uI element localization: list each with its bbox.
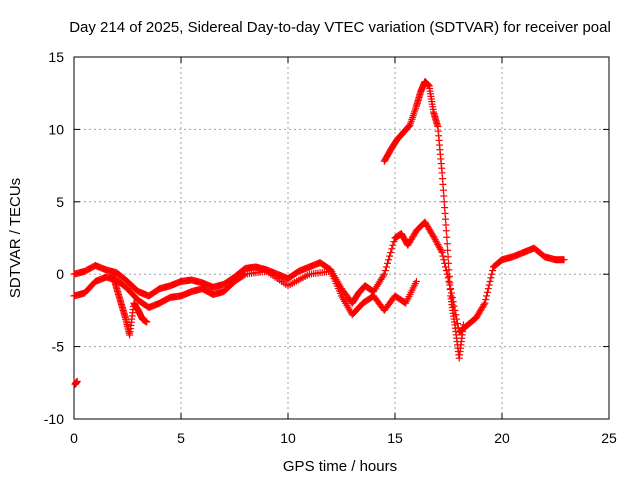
data-point-main <box>429 231 437 239</box>
data-point-main <box>484 285 492 293</box>
data-point-upper-arc <box>442 227 450 235</box>
data-point-main <box>438 248 446 256</box>
data-point-main <box>448 293 456 301</box>
data-point-upper-arc <box>446 279 454 287</box>
data-point-main <box>439 252 447 260</box>
data-point-main <box>488 270 496 278</box>
data-point-main <box>433 239 441 247</box>
y-tick-label: 5 <box>56 194 64 210</box>
data-point-main <box>440 256 448 264</box>
data-point-main <box>390 238 398 246</box>
y-tick-label: 10 <box>48 121 64 137</box>
y-tick-label: 0 <box>56 266 64 282</box>
data-point-main <box>432 237 440 245</box>
data-point-main <box>482 296 490 304</box>
tick-labels: 0 5 10 15 20 25 -10 -5 0 5 10 15 <box>44 49 617 446</box>
x-tick-label: 10 <box>280 430 296 446</box>
data-point-upper-arc <box>443 240 451 248</box>
data-point-lower-band <box>240 271 248 279</box>
data-point-upper-arc <box>445 259 452 267</box>
data-point-main <box>381 267 389 275</box>
data-point-main <box>483 288 491 296</box>
data-point-main <box>384 259 392 267</box>
x-tick-label: 15 <box>387 430 403 446</box>
data-point-upper-arc <box>445 272 453 280</box>
data-point-main <box>437 247 445 255</box>
x-tick-label: 20 <box>494 430 510 446</box>
y-tick-label: -10 <box>44 411 64 427</box>
data-point-main <box>481 299 489 307</box>
data-point-upper-arc <box>444 253 452 261</box>
data-point-isolated <box>73 377 81 385</box>
data-point-upper-arc <box>459 321 467 329</box>
data-point-main <box>380 270 388 278</box>
data-point-main <box>434 241 442 249</box>
data-point-main <box>387 248 395 256</box>
data-point-main <box>430 234 438 242</box>
plot-frame <box>73 56 610 420</box>
data-point-main <box>486 277 494 285</box>
data-point-upper-arc <box>446 285 454 293</box>
data-point-main <box>435 242 443 250</box>
data-point-main <box>480 301 488 309</box>
data-point-upper-arc <box>444 246 452 254</box>
tick-marks <box>73 56 610 420</box>
grid-lines <box>74 57 609 419</box>
x-tick-label: 0 <box>70 430 78 446</box>
data-point-main <box>560 256 568 264</box>
data-point-main <box>386 252 394 260</box>
data-point-upper-arc <box>445 266 453 274</box>
data-point-main <box>385 256 393 264</box>
data-points <box>70 78 568 388</box>
data-point-main <box>487 274 495 282</box>
x-axis-title: GPS time / hours <box>283 458 397 475</box>
data-point-lower-band <box>412 277 420 285</box>
data-point-main <box>485 281 493 289</box>
chart-title: Day 214 of 2025, Sidereal Day-to-day VTE… <box>69 19 611 36</box>
data-point-main <box>382 263 390 271</box>
x-tick-label: 5 <box>177 430 185 446</box>
y-tick-label: 15 <box>48 49 64 65</box>
data-point-main <box>436 245 444 253</box>
data-point-main <box>483 292 491 300</box>
y-axis-title: SDTVAR / TECUs <box>7 178 24 298</box>
x-tick-label: 25 <box>601 430 617 446</box>
y-tick-label: -5 <box>52 339 65 355</box>
data-point-dip-a <box>143 318 151 326</box>
data-point-main <box>389 241 397 249</box>
data-point-upper-arc <box>443 233 451 241</box>
data-point-main <box>489 267 497 275</box>
data-point-main <box>388 245 396 253</box>
data-point-main <box>444 274 452 282</box>
data-point-main <box>430 233 438 241</box>
data-point-main <box>436 244 444 252</box>
data-point-main <box>431 236 439 244</box>
